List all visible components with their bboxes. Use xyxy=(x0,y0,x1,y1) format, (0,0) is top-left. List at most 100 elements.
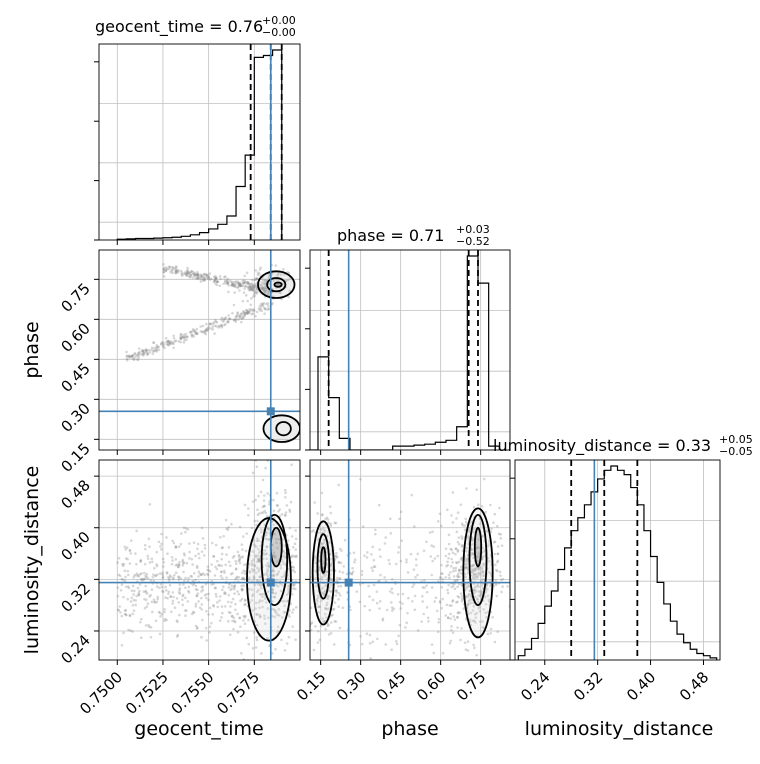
sample-point xyxy=(177,269,180,273)
sample-point xyxy=(436,520,440,523)
sample-point xyxy=(360,642,364,646)
sample-point xyxy=(406,571,410,574)
sample-point xyxy=(242,281,246,285)
sample-point xyxy=(397,545,401,549)
x-tick-label: 0.32 xyxy=(570,668,606,704)
sample-point xyxy=(451,561,454,564)
sample-point xyxy=(203,276,206,280)
sample-point xyxy=(192,571,196,575)
sample-point xyxy=(229,611,232,615)
sample-point xyxy=(236,280,240,284)
sample-point xyxy=(339,561,343,565)
sample-point xyxy=(287,591,290,595)
sample-point xyxy=(248,570,252,573)
sample-point xyxy=(287,584,290,588)
sample-point xyxy=(271,574,274,578)
sample-point xyxy=(498,570,502,574)
contour xyxy=(473,526,483,568)
sample-point xyxy=(255,291,259,295)
sample-point xyxy=(241,576,245,579)
sample-point xyxy=(365,556,369,559)
sample-point xyxy=(148,503,152,506)
sample-point xyxy=(404,626,407,629)
sample-point xyxy=(360,569,364,573)
sample-point xyxy=(153,600,156,604)
sample-point xyxy=(444,554,448,558)
sample-point xyxy=(247,281,251,285)
sample-point xyxy=(206,329,209,333)
sample-point xyxy=(287,587,290,590)
sample-point xyxy=(142,349,146,353)
sample-point xyxy=(456,578,459,582)
sample-point xyxy=(240,597,244,601)
sample-point xyxy=(231,556,235,559)
sample-point xyxy=(194,602,198,606)
sample-point xyxy=(370,566,374,570)
sample-point xyxy=(288,289,291,293)
sample-point xyxy=(334,620,338,623)
sample-point xyxy=(360,573,364,576)
contour xyxy=(269,526,283,568)
sample-point xyxy=(199,325,203,328)
sample-point xyxy=(177,563,181,566)
sample-point xyxy=(410,493,414,497)
sample-point xyxy=(190,557,194,561)
sample-point xyxy=(280,512,284,516)
sample-point xyxy=(257,539,260,543)
sample-point xyxy=(244,294,248,297)
sample-point xyxy=(184,272,187,276)
sample-point xyxy=(145,598,148,602)
sample-point xyxy=(124,557,128,560)
sample-point xyxy=(238,557,241,561)
sample-point xyxy=(251,646,255,650)
sample-point xyxy=(358,600,362,604)
sample-point xyxy=(261,511,265,514)
sample-point xyxy=(283,572,286,576)
sample-point xyxy=(226,281,230,284)
sample-point xyxy=(233,285,236,288)
sample-point xyxy=(334,594,338,597)
sample-point xyxy=(273,608,276,612)
sample-point xyxy=(221,588,224,592)
sample-point xyxy=(368,642,372,645)
sample-point xyxy=(271,591,275,595)
sample-point xyxy=(145,592,149,595)
sample-point xyxy=(266,590,270,593)
sample-point xyxy=(452,615,455,618)
sample-point xyxy=(215,283,219,287)
sample-point xyxy=(254,571,258,575)
sample-point xyxy=(446,588,449,592)
sample-point xyxy=(264,290,267,294)
sample-point xyxy=(248,285,252,288)
sample-point xyxy=(130,354,134,358)
sample-point xyxy=(432,651,436,655)
sample-point xyxy=(395,642,399,646)
sample-point xyxy=(165,342,169,346)
sample-point xyxy=(414,576,417,579)
sample-point xyxy=(368,595,371,598)
sample-point xyxy=(183,609,187,612)
sample-point xyxy=(207,275,211,279)
sample-point xyxy=(260,286,264,290)
sample-point xyxy=(246,309,250,313)
sample-point xyxy=(123,579,127,583)
sample-point xyxy=(235,576,238,580)
sample-point xyxy=(175,270,178,274)
sample-point xyxy=(415,563,418,567)
sample-point xyxy=(191,610,195,614)
sample-point xyxy=(127,354,131,358)
sample-point xyxy=(464,648,468,651)
sample-point xyxy=(230,284,233,287)
sample-point xyxy=(246,310,249,314)
sample-point xyxy=(168,583,172,587)
sample-point xyxy=(432,545,435,548)
sample-point xyxy=(464,520,468,524)
sample-point xyxy=(277,629,280,633)
sample-point xyxy=(164,269,168,273)
sample-point xyxy=(440,585,444,589)
sample-point xyxy=(244,312,248,315)
sample-point xyxy=(247,310,250,314)
sample-point xyxy=(182,583,185,586)
sample-point xyxy=(191,272,195,276)
sample-point xyxy=(363,604,366,608)
